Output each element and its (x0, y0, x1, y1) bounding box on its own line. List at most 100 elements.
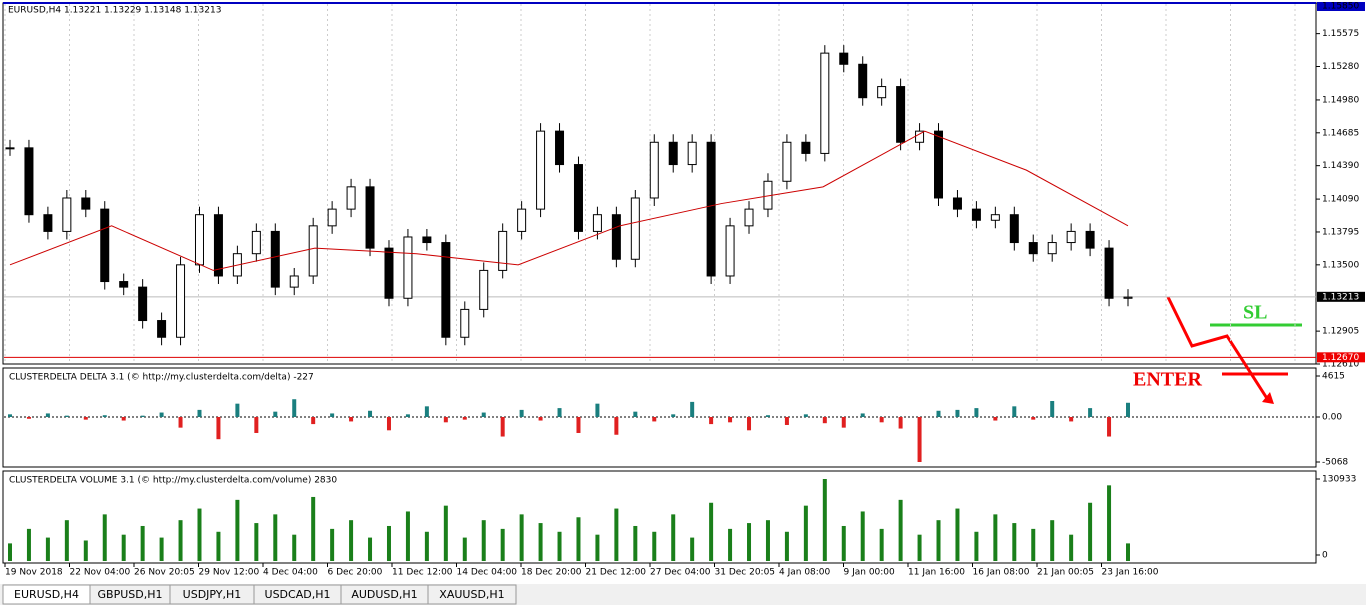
volume-bar (955, 508, 960, 561)
volume-bar (993, 514, 998, 561)
price-tick-label: 1.12610 (1322, 360, 1359, 370)
candle (62, 197, 72, 232)
tab[interactable] (427, 584, 517, 605)
volume-bar (273, 514, 278, 561)
candle (896, 86, 906, 143)
price-tick-label: 1.15850 (1322, 2, 1359, 12)
candle (441, 242, 451, 338)
candle (270, 230, 280, 288)
arrow-path (1166, 296, 1270, 401)
candle (365, 186, 375, 249)
delta-bar (1069, 416, 1074, 422)
delta-bar (159, 412, 164, 417)
volume-bar (1031, 528, 1036, 561)
volume-bar (841, 525, 846, 561)
delta-bar (349, 416, 354, 422)
delta-bar (405, 414, 410, 417)
candle (744, 208, 754, 227)
time-label: 31 Dec 20:05 (715, 568, 776, 578)
delta-bar (936, 410, 941, 417)
delta-bar (841, 416, 846, 428)
candle (1085, 230, 1095, 249)
price-tick-label: 1.12905 (1322, 327, 1359, 337)
volume-bar (216, 531, 221, 561)
price-tick-label: 1.15575 (1322, 29, 1359, 39)
tab-label[interactable]: XAUUSD,H1 (439, 588, 504, 601)
volume-bar (349, 520, 354, 561)
delta-bar (557, 408, 562, 417)
delta-bar (690, 401, 695, 417)
candle (24, 147, 34, 216)
delta-bar (1107, 416, 1112, 437)
delta-bar (216, 416, 221, 440)
candle (213, 214, 223, 277)
delta-bar (197, 409, 202, 417)
enter-label: ENTER (1133, 369, 1202, 391)
time-label: 18 Dec 20:00 (521, 568, 582, 578)
volume-bar (1126, 543, 1130, 561)
volume-bar (1107, 485, 1112, 561)
delta-bar (386, 416, 391, 431)
volume-bar (803, 505, 808, 561)
volume-bar (633, 525, 638, 561)
delta-bar (595, 403, 600, 417)
tab-label[interactable]: USDCAD,H1 (265, 588, 331, 601)
time-label: 14 Dec 04:00 (457, 568, 518, 578)
volume-bar (45, 537, 50, 561)
volume-tick-label: 0 (1322, 551, 1328, 561)
delta-tick-label: 0.00 (1322, 412, 1342, 422)
candle (706, 141, 716, 277)
time-label: 4 Jan 08:00 (779, 568, 831, 578)
candle (327, 208, 337, 227)
volume-bar (709, 502, 714, 561)
candle (630, 197, 640, 260)
tab-label[interactable]: AUDUSD,H1 (351, 588, 417, 601)
candle (877, 86, 887, 99)
delta-bar (993, 416, 998, 421)
candle (555, 130, 565, 166)
volume-pane (2, 470, 1317, 564)
delta-bar (917, 416, 922, 462)
delta-bar (955, 409, 960, 417)
tab-label[interactable]: GBPUSD,H1 (98, 588, 163, 601)
delta-bar (481, 412, 486, 417)
delta-bar (709, 416, 714, 425)
candle (934, 130, 944, 199)
volume-bar (330, 528, 335, 561)
level-label: 1.12670 (1322, 353, 1359, 363)
candle (592, 214, 602, 232)
delta-bar (747, 416, 752, 431)
volume-bar (292, 534, 297, 561)
delta-bar (45, 413, 50, 417)
delta-bar (424, 406, 429, 417)
delta-bar (1012, 406, 1017, 417)
delta-bar (292, 399, 297, 417)
price-tick-label: 1.15280 (1322, 62, 1359, 72)
volume-bar (898, 499, 903, 561)
candle (403, 236, 413, 299)
delta-bar (235, 403, 240, 417)
candle (43, 214, 53, 232)
tab-label[interactable]: USDJPY,H1 (183, 588, 242, 601)
candle (479, 269, 489, 310)
candle (100, 208, 110, 283)
delta-bar (1126, 402, 1130, 417)
volume-bar (386, 525, 391, 561)
delta-tick-label: -5068 (1322, 458, 1348, 468)
candle (858, 63, 868, 99)
volume-bar (443, 505, 448, 561)
candle (1066, 230, 1076, 244)
volume-bar (254, 523, 259, 561)
time-label: 21 Dec 12:00 (586, 568, 647, 578)
moving-average (9, 130, 1129, 271)
symbol-header: EURUSD,H4 1.13221 1.13229 1.13148 1.1321… (8, 6, 221, 16)
volume-bar (538, 523, 543, 561)
tab-label[interactable]: EURUSD,H4 (14, 588, 79, 601)
delta-bar (311, 416, 316, 425)
volume-bar (64, 520, 69, 561)
volume-bar (519, 514, 524, 561)
delta-bar (8, 414, 12, 417)
delta-bar (519, 409, 524, 417)
candle (649, 141, 659, 199)
